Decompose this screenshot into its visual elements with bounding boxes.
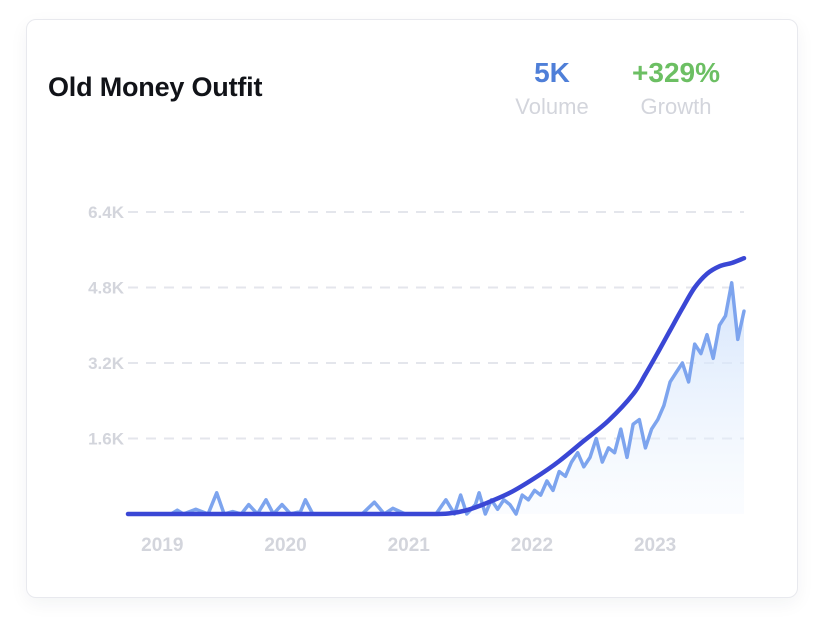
x-tick-label: 2019: [141, 535, 183, 556]
volume-label: Volume: [515, 94, 589, 119]
raw-series-area: [128, 282, 744, 514]
y-tick-label: 1.6K: [88, 430, 125, 449]
growth-stat: +329% Growth: [628, 56, 724, 122]
y-tick-label: 4.8K: [88, 279, 125, 298]
x-tick-label: 2020: [264, 535, 306, 556]
card-title: Old Money Outfit: [48, 72, 263, 102]
y-tick-label: 3.2K: [88, 354, 125, 373]
y-tick-label: 6.4K: [88, 203, 125, 222]
volume-value: 5K: [534, 57, 570, 88]
volume-stat: 5K Volume: [510, 56, 594, 122]
trend-series-line: [125, 255, 747, 517]
raw-series-line: [126, 281, 746, 516]
x-tick-label: 2022: [511, 535, 553, 556]
x-tick-label: 2021: [388, 535, 431, 556]
growth-label: Growth: [640, 94, 712, 119]
growth-value: +329%: [632, 57, 720, 88]
x-tick-label: 2023: [634, 535, 676, 556]
